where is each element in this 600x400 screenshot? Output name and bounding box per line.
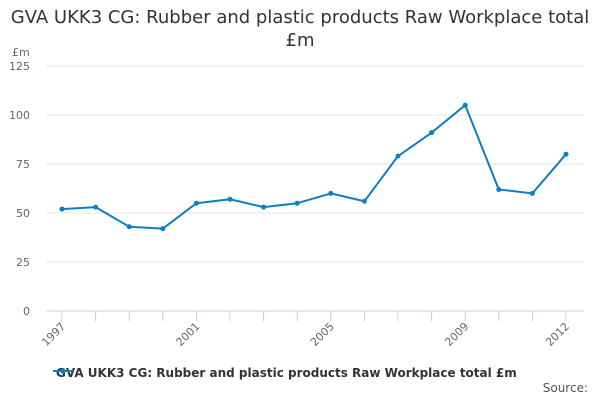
legend-marker-icon bbox=[53, 368, 73, 374]
data-point bbox=[361, 198, 367, 204]
y-tick-label: 0 bbox=[23, 305, 30, 318]
y-tick-label: 125 bbox=[9, 60, 30, 73]
data-point bbox=[328, 190, 334, 196]
data-point bbox=[93, 204, 99, 210]
y-tick-label: 100 bbox=[9, 109, 30, 122]
data-point bbox=[227, 196, 233, 202]
y-tick-label: 25 bbox=[16, 256, 30, 269]
x-tick-label: 2012 bbox=[543, 320, 572, 349]
x-tick-label: 2001 bbox=[174, 320, 203, 349]
x-tick-label: 2009 bbox=[442, 320, 471, 349]
data-point bbox=[496, 186, 502, 192]
series-line bbox=[61, 104, 567, 230]
x-tick-label: 1997 bbox=[39, 320, 68, 349]
legend[interactable]: GVA UKK3 CG: Rubber and plastic products… bbox=[52, 366, 517, 380]
chart-title: GVA UKK3 CG: Rubber and plastic products… bbox=[10, 7, 590, 51]
data-point bbox=[395, 153, 401, 159]
data-point bbox=[563, 151, 569, 157]
data-point bbox=[529, 190, 535, 196]
source-label: Source: bbox=[542, 381, 588, 395]
y-tick-label: 50 bbox=[16, 207, 30, 220]
data-point bbox=[429, 130, 435, 136]
data-point bbox=[294, 200, 300, 206]
data-point bbox=[160, 226, 166, 232]
data-point bbox=[59, 206, 65, 212]
data-point bbox=[261, 204, 267, 210]
legend-label: GVA UKK3 CG: Rubber and plastic products… bbox=[56, 366, 517, 380]
y-axis-unit-label: £m bbox=[12, 46, 30, 59]
data-point bbox=[126, 224, 132, 230]
y-tick-label: 75 bbox=[16, 158, 30, 171]
x-tick-label: 2005 bbox=[308, 320, 337, 349]
data-point bbox=[462, 102, 468, 108]
data-point bbox=[193, 200, 199, 206]
